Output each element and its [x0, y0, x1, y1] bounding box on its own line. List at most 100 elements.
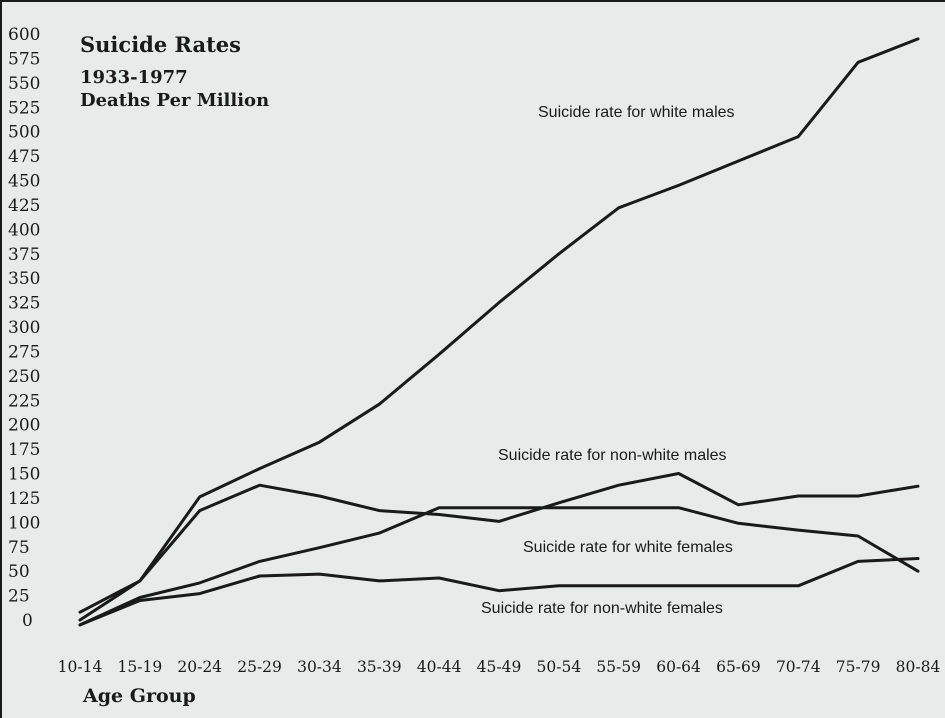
chart-subtitle-units: Deaths Per Million	[80, 90, 270, 111]
data-point	[857, 495, 859, 497]
data-point	[199, 593, 201, 595]
data-point	[797, 585, 799, 587]
data-point	[618, 207, 620, 209]
y-tick-label: 50	[8, 562, 30, 582]
data-point	[498, 590, 500, 592]
data-point	[618, 484, 620, 486]
data-point	[917, 570, 919, 572]
data-point	[438, 353, 440, 355]
data-point	[857, 560, 859, 562]
x-tick-label: 40-44	[417, 658, 462, 676]
data-point	[259, 560, 261, 562]
x-axis-ticks: 10-14 15-19 20-24 25-29 30-34 35-39 40-44 45-49…	[58, 658, 941, 676]
y-tick-label: 575	[8, 49, 40, 69]
series-label-3: Suicide rate for non-white females	[481, 600, 723, 617]
y-tick-label: 25	[8, 587, 30, 607]
data-point	[498, 507, 500, 509]
data-point	[737, 160, 739, 162]
data-point	[498, 520, 500, 522]
chart-title: Suicide Rates	[80, 32, 241, 57]
y-tick-label: 525	[8, 98, 40, 118]
data-point	[199, 496, 201, 498]
x-tick-label: 75-79	[836, 658, 881, 676]
data-point	[79, 624, 81, 626]
y-tick-label: 175	[8, 440, 40, 460]
data-point	[378, 510, 380, 512]
data-point	[259, 468, 261, 470]
data-point	[917, 38, 919, 40]
data-point	[558, 585, 560, 587]
chart-subtitle: 1933-1977	[80, 67, 188, 88]
x-tick-label: 65-69	[716, 658, 761, 676]
x-tick-label: 10-14	[58, 658, 103, 676]
series-line-0	[78, 37, 920, 614]
data-point	[678, 585, 680, 587]
data-point	[259, 484, 261, 486]
x-axis-label: Age Group	[83, 685, 196, 707]
data-point	[438, 507, 440, 509]
y-tick-label: 600	[8, 25, 40, 45]
x-tick-label: 80-84	[896, 658, 941, 676]
y-tick-label: 300	[8, 318, 40, 338]
data-point	[737, 522, 739, 524]
data-point	[678, 184, 680, 186]
data-point	[378, 403, 380, 405]
x-tick-label: 20-24	[177, 658, 222, 676]
data-point	[678, 473, 680, 474]
data-point	[857, 535, 859, 537]
y-tick-label: 275	[8, 342, 40, 362]
data-point	[139, 599, 141, 601]
data-point	[318, 547, 320, 549]
data-point	[737, 504, 739, 506]
y-tick-label: 200	[8, 416, 40, 436]
series-label-1: Suicide rate for non-white males	[498, 447, 727, 464]
x-tick-label: 30-34	[297, 658, 342, 676]
data-point	[199, 582, 201, 584]
x-tick-label: 15-19	[118, 658, 163, 676]
data-point	[259, 575, 261, 577]
data-point	[139, 597, 141, 599]
data-point	[318, 495, 320, 497]
data-point	[378, 532, 380, 534]
data-point	[618, 507, 620, 509]
y-tick-label: 400	[8, 220, 40, 240]
title-block: Suicide Rates 1933-1977 Deaths Per Milli…	[80, 32, 269, 112]
y-tick-label: 550	[8, 74, 40, 94]
y-tick-label: 350	[8, 269, 40, 289]
x-tick-label: 55-59	[596, 658, 641, 676]
data-point	[558, 253, 560, 255]
x-tick-label: 60-64	[656, 658, 701, 676]
series-labels: Suicide rate for white males Suicide rate…	[481, 104, 735, 617]
data-point	[199, 510, 201, 512]
series-lines	[78, 37, 920, 627]
data-point	[558, 502, 560, 504]
data-point	[79, 619, 81, 621]
data-point	[318, 441, 320, 443]
y-tick-label: 450	[8, 172, 40, 192]
y-tick-label: 75	[8, 538, 30, 558]
data-point	[438, 514, 440, 516]
data-point	[79, 611, 81, 613]
x-tick-label: 50-54	[537, 658, 582, 676]
data-point	[737, 585, 739, 587]
y-tick-label: 150	[8, 465, 40, 485]
data-point	[318, 573, 320, 575]
y-tick-label: 475	[8, 147, 40, 167]
data-point	[139, 580, 141, 582]
data-point	[917, 557, 919, 559]
series-label-2: Suicide rate for white females	[523, 539, 733, 556]
data-point	[678, 507, 680, 509]
data-point	[797, 529, 799, 531]
x-tick-label: 45-49	[477, 658, 522, 676]
x-tick-label: 35-39	[357, 658, 402, 676]
y-tick-label: 250	[8, 367, 40, 387]
y-tick-label: 500	[8, 123, 40, 143]
x-tick-label: 25-29	[237, 658, 282, 676]
data-point	[857, 61, 859, 63]
data-point	[498, 302, 500, 304]
data-point	[797, 495, 799, 497]
data-point	[558, 507, 560, 509]
x-tick-label: 70-74	[776, 658, 821, 676]
